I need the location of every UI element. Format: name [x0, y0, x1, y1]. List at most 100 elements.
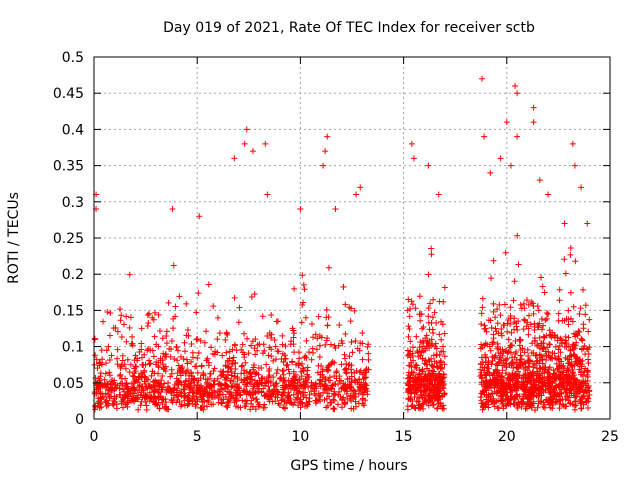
data-point	[92, 352, 99, 359]
data-point	[580, 401, 587, 408]
data-point	[563, 371, 570, 378]
x-axis-label: GPS time / hours	[290, 458, 407, 474]
data-point	[169, 387, 176, 394]
data-point	[312, 399, 319, 406]
data-point	[206, 383, 213, 390]
data-point	[414, 375, 421, 382]
data-point	[562, 377, 569, 384]
data-point	[161, 365, 168, 372]
data-point	[525, 352, 532, 359]
data-point	[203, 328, 210, 335]
data-point	[428, 336, 435, 343]
data-point	[487, 393, 494, 400]
data-point	[584, 367, 591, 374]
data-point	[255, 401, 262, 408]
data-point	[96, 375, 103, 382]
data-point	[231, 294, 238, 301]
data-point	[415, 376, 422, 383]
data-point	[184, 395, 191, 402]
data-point	[226, 355, 233, 362]
data-point	[569, 140, 576, 147]
data-point	[155, 389, 162, 396]
data-point	[129, 342, 136, 349]
data-point	[205, 281, 212, 288]
data-point	[241, 370, 248, 377]
data-point	[283, 362, 290, 369]
data-point	[324, 403, 331, 410]
data-point	[171, 392, 178, 399]
data-point	[126, 369, 133, 376]
data-point	[163, 328, 170, 335]
data-point	[275, 348, 282, 355]
data-point	[538, 274, 545, 281]
data-point	[223, 403, 230, 410]
data-point	[95, 400, 102, 407]
data-point	[518, 356, 525, 363]
data-point	[440, 348, 447, 355]
data-point	[407, 350, 414, 357]
data-point	[490, 339, 497, 346]
data-point	[325, 314, 332, 321]
data-point	[146, 383, 153, 390]
data-point	[585, 350, 592, 357]
data-point	[326, 393, 333, 400]
data-point	[262, 140, 269, 147]
data-point	[441, 353, 448, 360]
data-point	[505, 348, 512, 355]
data-point	[570, 303, 577, 310]
data-point	[328, 399, 335, 406]
data-point	[409, 301, 416, 308]
data-point	[327, 341, 334, 348]
data-point	[430, 401, 437, 408]
data-point	[578, 363, 585, 370]
data-point	[524, 346, 531, 353]
data-point	[426, 390, 433, 397]
data-point	[169, 206, 176, 213]
data-point	[155, 399, 162, 406]
data-point	[569, 372, 576, 379]
data-point	[306, 391, 313, 398]
data-point	[541, 368, 548, 375]
data-point	[175, 381, 182, 388]
data-point	[198, 382, 205, 389]
x-tick-label: 0	[90, 429, 99, 445]
data-point	[154, 394, 161, 401]
data-point	[286, 399, 293, 406]
data-point	[342, 355, 349, 362]
data-point	[351, 307, 358, 314]
data-point	[511, 396, 518, 403]
data-point	[181, 397, 188, 404]
data-point	[344, 395, 351, 402]
data-point	[532, 385, 539, 392]
data-point	[209, 394, 216, 401]
data-point	[441, 330, 448, 337]
data-point	[284, 361, 291, 368]
data-point	[132, 352, 139, 359]
data-point	[178, 365, 185, 372]
data-point	[123, 401, 130, 408]
data-point	[551, 350, 558, 357]
data-point	[492, 325, 499, 332]
data-point	[409, 383, 416, 390]
data-point	[235, 319, 242, 326]
data-point	[342, 301, 349, 308]
data-point	[365, 341, 372, 348]
data-point	[507, 342, 514, 349]
data-point	[123, 338, 130, 345]
data-point	[516, 372, 523, 379]
data-point	[582, 378, 589, 385]
data-point	[251, 362, 258, 369]
data-point	[351, 388, 358, 395]
data-point	[238, 363, 245, 370]
data-point	[308, 356, 315, 363]
data-point	[123, 379, 130, 386]
data-point	[243, 126, 250, 133]
data-point	[118, 362, 125, 369]
data-point	[312, 392, 319, 399]
data-point	[493, 328, 500, 335]
data-point	[266, 386, 273, 393]
data-point	[490, 257, 497, 264]
data-point	[231, 399, 238, 406]
data-point	[419, 337, 426, 344]
data-point	[177, 403, 184, 410]
